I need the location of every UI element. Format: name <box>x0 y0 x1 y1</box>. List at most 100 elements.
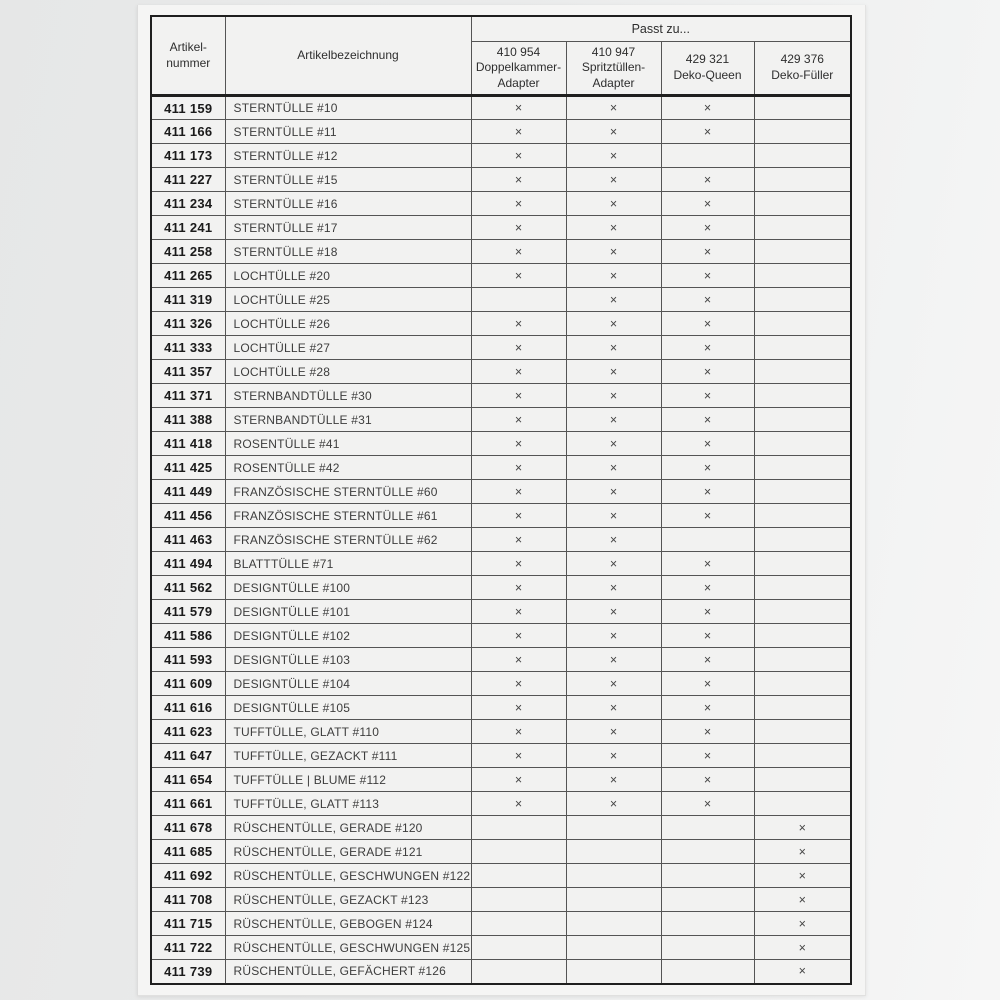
table-row: 411 326 LOCHTÜLLE #26 × × × <box>150 311 852 336</box>
fit-empty-cell <box>565 935 662 960</box>
fit-empty-cell <box>660 959 755 984</box>
fit-mark-cell: × <box>470 359 567 384</box>
fit-mark-cell: × <box>470 383 567 408</box>
fit-empty-cell <box>565 911 662 936</box>
fit-mark-cell: × <box>470 263 567 288</box>
table-row: 411 449 FRANZÖSISCHE STERNTÜLLE #60 × × × <box>150 479 852 504</box>
article-number-cell: 411 678 <box>150 815 226 840</box>
fit-empty-cell <box>753 191 852 216</box>
fit-empty-cell <box>470 887 567 912</box>
article-number-cell: 411 739 <box>150 959 226 984</box>
article-name-cell: RÜSCHENTÜLLE, GEBOGEN #124 <box>224 911 472 936</box>
fit-empty-cell <box>660 935 755 960</box>
fit-empty-cell <box>470 815 567 840</box>
article-name-cell: RÜSCHENTÜLLE, GERADE #121 <box>224 839 472 864</box>
column-header-deko-fueller: 429 376 Deko-Füller <box>753 41 852 97</box>
table-row: 411 227 STERNTÜLLE #15 × × × <box>150 167 852 192</box>
article-number-cell: 411 609 <box>150 671 226 696</box>
fit-mark-cell: × <box>470 719 567 744</box>
article-name-cell: TUFFTÜLLE, GLATT #110 <box>224 719 472 744</box>
article-name-cell: RÜSCHENTÜLLE, GERADE #120 <box>224 815 472 840</box>
fit-mark-cell: × <box>470 551 567 576</box>
fit-empty-cell <box>470 911 567 936</box>
column-header-artikelbezeichnung: Artikelbezeichnung <box>224 15 472 97</box>
article-name-cell: LOCHTÜLLE #20 <box>224 263 472 288</box>
fit-empty-cell <box>753 215 852 240</box>
article-name-cell: BLATTTÜLLE #71 <box>224 551 472 576</box>
fit-empty-cell <box>660 887 755 912</box>
fit-mark-cell: × <box>470 215 567 240</box>
fit-empty-cell <box>753 743 852 768</box>
fit-mark-cell: × <box>660 191 755 216</box>
fit-empty-cell <box>753 695 852 720</box>
fit-empty-cell <box>753 671 852 696</box>
fit-empty-cell <box>470 959 567 984</box>
fit-empty-cell <box>753 455 852 480</box>
article-name-cell: DESIGNTÜLLE #104 <box>224 671 472 696</box>
fit-mark-cell: × <box>660 671 755 696</box>
fit-mark-cell: × <box>470 623 567 648</box>
fit-empty-cell <box>470 863 567 888</box>
table-row: 411 234 STERNTÜLLE #16 × × × <box>150 191 852 216</box>
fit-empty-cell <box>753 503 852 528</box>
article-number-cell: 411 562 <box>150 575 226 600</box>
table-row: 411 586 DESIGNTÜLLE #102 × × × <box>150 623 852 648</box>
article-name-cell: LOCHTÜLLE #27 <box>224 335 472 360</box>
article-name-cell: RÜSCHENTÜLLE, GESCHWUNGEN #125 <box>224 935 472 960</box>
fit-empty-cell <box>753 95 852 120</box>
article-number-cell: 411 654 <box>150 767 226 792</box>
fit-empty-cell <box>660 143 755 168</box>
fit-empty-cell <box>753 623 852 648</box>
article-name-cell: TUFFTÜLLE | BLUME #112 <box>224 767 472 792</box>
fit-mark-cell: × <box>565 215 662 240</box>
table-row: 411 661 TUFFTÜLLE, GLATT #113 × × × <box>150 791 852 816</box>
article-number-cell: 411 586 <box>150 623 226 648</box>
fit-empty-cell <box>753 143 852 168</box>
fit-mark-cell: × <box>660 335 755 360</box>
fit-mark-cell: × <box>565 551 662 576</box>
column-header-artikelnummer: Artikel- nummer <box>150 15 226 97</box>
article-number-cell: 411 388 <box>150 407 226 432</box>
article-name-cell: DESIGNTÜLLE #100 <box>224 575 472 600</box>
article-name-cell: STERNTÜLLE #18 <box>224 239 472 264</box>
fit-mark-cell: × <box>565 263 662 288</box>
fit-mark-cell: × <box>565 431 662 456</box>
article-name-cell: RÜSCHENTÜLLE, GEFÄCHERT #126 <box>224 959 472 984</box>
fit-mark-cell: × <box>660 575 755 600</box>
fit-empty-cell <box>753 599 852 624</box>
fit-mark-cell: × <box>660 695 755 720</box>
article-number-cell: 411 708 <box>150 887 226 912</box>
table-row: 411 722 RÜSCHENTÜLLE, GESCHWUNGEN #125 × <box>150 935 852 960</box>
fit-mark-cell: × <box>565 95 662 120</box>
article-number-cell: 411 593 <box>150 647 226 672</box>
table-row: 411 647 TUFFTÜLLE, GEZACKT #111 × × × <box>150 743 852 768</box>
fit-mark-cell: × <box>470 191 567 216</box>
fit-mark-cell: × <box>565 191 662 216</box>
fit-empty-cell <box>565 863 662 888</box>
table-header: Artikel- nummer Artikelbezeichnung Passt… <box>150 15 852 97</box>
fit-mark-cell: × <box>565 143 662 168</box>
article-number-cell: 411 661 <box>150 791 226 816</box>
fit-mark-cell: × <box>660 95 755 120</box>
fit-mark-cell: × <box>565 791 662 816</box>
fit-empty-cell <box>753 239 852 264</box>
article-name-cell: DESIGNTÜLLE #102 <box>224 623 472 648</box>
fit-mark-cell: × <box>660 167 755 192</box>
fit-mark-cell: × <box>470 239 567 264</box>
fit-mark-cell: × <box>470 503 567 528</box>
article-number-cell: 411 722 <box>150 935 226 960</box>
fit-empty-cell <box>753 791 852 816</box>
fit-empty-cell <box>753 767 852 792</box>
article-number-cell: 411 241 <box>150 215 226 240</box>
article-name-cell: STERNBANDTÜLLE #31 <box>224 407 472 432</box>
article-name-cell: RÜSCHENTÜLLE, GESCHWUNGEN #122 <box>224 863 472 888</box>
table-row: 411 418 ROSENTÜLLE #41 × × × <box>150 431 852 456</box>
fit-mark-cell: × <box>753 839 852 864</box>
fit-mark-cell: × <box>470 671 567 696</box>
article-name-cell: DESIGNTÜLLE #103 <box>224 647 472 672</box>
table-row: 411 692 RÜSCHENTÜLLE, GESCHWUNGEN #122 × <box>150 863 852 888</box>
fit-mark-cell: × <box>660 623 755 648</box>
table-row: 411 609 DESIGNTÜLLE #104 × × × <box>150 671 852 696</box>
fit-empty-cell <box>753 263 852 288</box>
table-row: 411 456 FRANZÖSISCHE STERNTÜLLE #61 × × × <box>150 503 852 528</box>
